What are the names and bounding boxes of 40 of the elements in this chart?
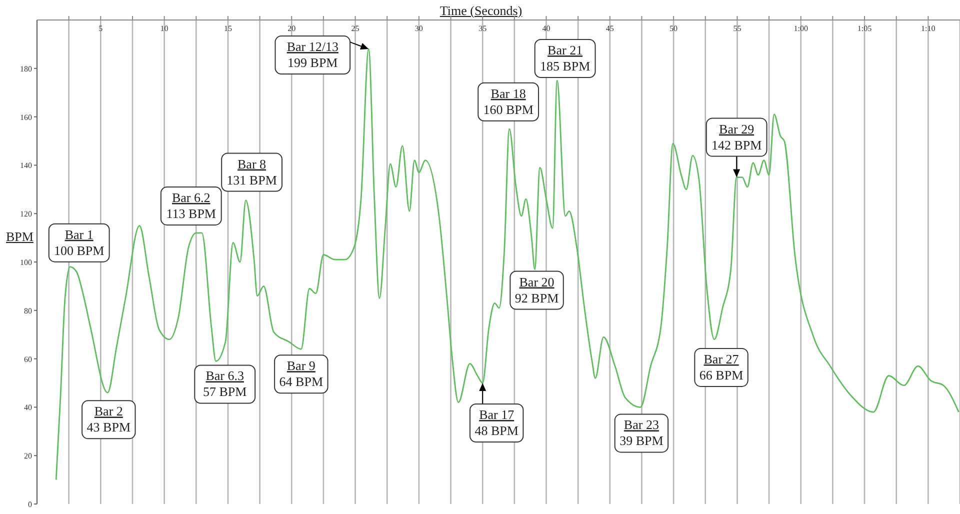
y-tick-label: 20 (24, 452, 32, 461)
x-tick-label: 20 (288, 24, 296, 33)
y-tick-label: 140 (20, 161, 32, 170)
y-axis-title: BPM (6, 229, 34, 245)
annotation: Bar 12/13 199 BPM (286, 39, 338, 70)
annotation: Bar 9 64 BPM (279, 358, 324, 390)
x-axis-title: Time (Seconds) (438, 3, 524, 19)
annotation: Bar 29 142 BPM (711, 121, 762, 152)
x-tick-label: 1:05 (857, 24, 872, 33)
x-tick-label: 50 (670, 24, 678, 33)
x-tick-label: 1:10 (921, 24, 936, 33)
x-tick-label: 25 (351, 24, 360, 33)
annotation: Bar 6.2 113 BPM (166, 190, 216, 221)
x-tick-label: 45 (606, 24, 614, 33)
annotation: Bar 2 43 BPM (86, 404, 131, 435)
y-tick-label: 160 (20, 112, 32, 122)
annotation: Bar 6.3 57 BPM (203, 368, 248, 400)
y-tick-label: 60 (24, 354, 32, 364)
y-tick-label: 0 (28, 500, 32, 509)
y-tick-label: 180 (20, 64, 32, 74)
annotation: Bar 21 185 BPM (540, 42, 591, 74)
x-tick-label: 15 (224, 24, 232, 33)
y-tick-label: 120 (20, 210, 32, 219)
annotation: Bar 23 39 BPM (620, 417, 664, 448)
annotation: Bar 8 131 BPM (226, 156, 278, 188)
annotation: Bar 20 92 BPM (514, 274, 560, 306)
annotation: Bar 17 48 BPM (474, 407, 519, 438)
x-tick-label: 1:00 (794, 24, 808, 33)
y-tick-label: 80 (24, 306, 32, 316)
x-tick-label: 35 (478, 24, 487, 33)
y-tick-label: 40 (24, 403, 32, 412)
x-tick-label: 5 (98, 24, 103, 33)
x-tick-label: 55 (733, 24, 742, 33)
annotation: Bar 27 66 BPM (699, 351, 744, 382)
annotation: Bar 1 100 BPM (54, 226, 105, 258)
y-tick-label: 100 (20, 258, 32, 267)
x-tick-label: 30 (414, 24, 423, 33)
x-tick-label: 40 (542, 24, 550, 33)
x-tick-label: 10 (160, 24, 168, 33)
annotation: Bar 18 160 BPM (483, 86, 534, 117)
